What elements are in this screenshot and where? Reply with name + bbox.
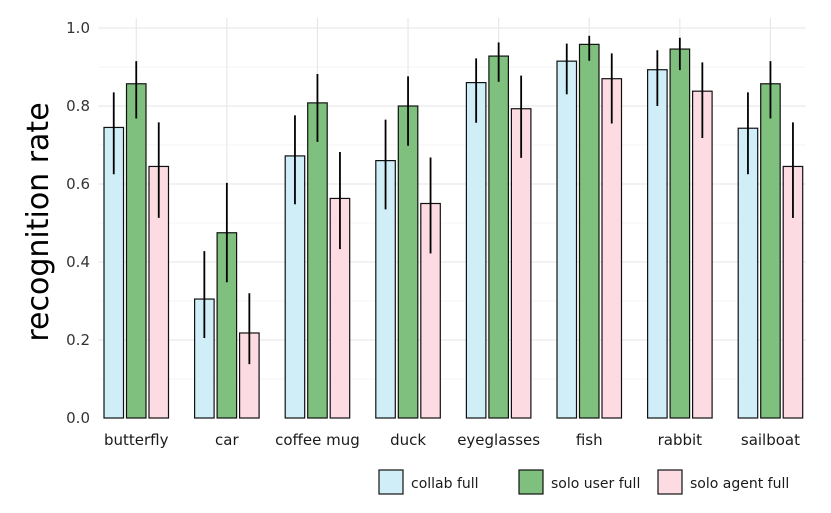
- bars: [103, 43, 804, 419]
- x-axis-category-labels: butterfly car coffee mug duck eyeglasses fish…: [104, 431, 800, 449]
- x-category-label: sailboat: [741, 431, 800, 449]
- x-category-label: rabbit: [658, 431, 703, 449]
- y-tick-label: 1.0: [66, 19, 90, 37]
- error-bars: [112, 35, 794, 365]
- bar: [307, 102, 328, 419]
- y-axis-title: recognition rate: [21, 102, 56, 341]
- x-category-label: duck: [390, 431, 426, 449]
- bar: [601, 78, 623, 419]
- legend-swatch: [518, 469, 544, 495]
- y-tick-label: 0.4: [66, 253, 90, 271]
- bar: [760, 83, 781, 419]
- y-axis-ticks: 0.0 0.2 0.4 0.6 0.8 1.0: [66, 19, 90, 427]
- legend-label: collab full: [411, 476, 479, 492]
- bar: [465, 81, 487, 419]
- bar: [397, 105, 419, 419]
- x-category-label: butterfly: [104, 431, 169, 449]
- y-tick-label: 0.8: [66, 97, 90, 115]
- bar: [646, 69, 668, 419]
- y-tick-label: 0.2: [66, 331, 90, 349]
- bar: [691, 90, 713, 419]
- legend-label: solo user full: [551, 476, 640, 492]
- x-category-label: car: [215, 431, 239, 449]
- x-category-label: fish: [576, 431, 603, 449]
- bar: [669, 48, 691, 419]
- bar: [488, 55, 509, 419]
- x-category-label: eyeglasses: [457, 431, 540, 449]
- bar: [125, 83, 147, 419]
- bar: [556, 60, 578, 419]
- x-category-label: coffee mug: [275, 431, 360, 449]
- legend-label: solo agent full: [690, 476, 789, 492]
- legend-swatch: [657, 469, 683, 495]
- legend: collab full solo user full solo agent full: [378, 469, 789, 495]
- legend-swatch: [378, 469, 404, 495]
- y-tick-label: 0.6: [66, 175, 90, 193]
- bar: [578, 43, 600, 419]
- y-tick-label: 0.0: [66, 409, 90, 427]
